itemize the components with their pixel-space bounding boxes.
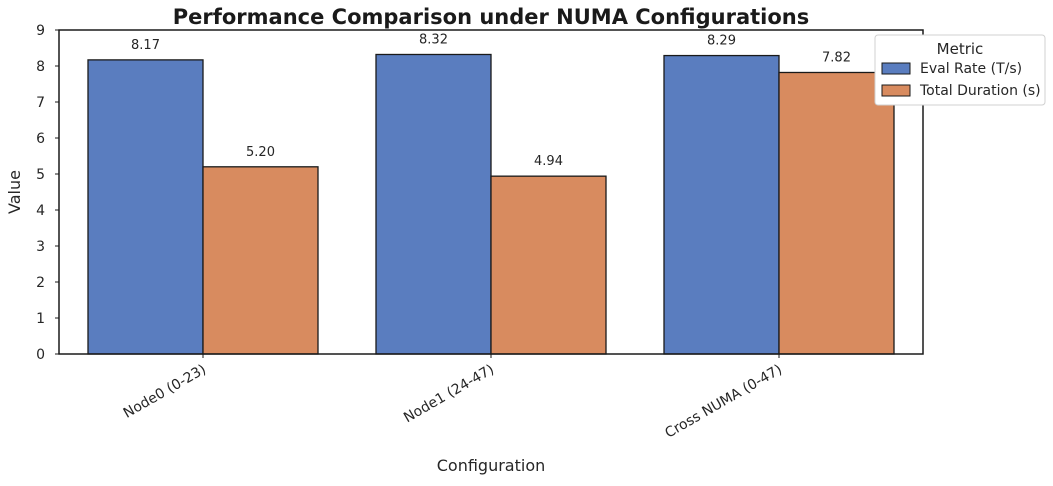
legend-label-total-duration: Total Duration (s) [919, 83, 1041, 99]
y-tick-label: 6 [36, 131, 45, 147]
legend-swatch-eval-rate [881, 62, 911, 75]
y-axis-label: Value [5, 170, 24, 214]
x-axis-label: Configuration [437, 456, 546, 475]
y-tick-label: 7 [36, 95, 45, 111]
data-label-eval-rate-t-s-node0-0-23: 8.17 [131, 38, 160, 53]
y-axis-ticks: 0 1 2 3 4 5 6 7 8 9 [36, 23, 59, 363]
x-axis-ticks: Node0 (0-23) Node1 (24-47) Cross NUMA (0-4… [121, 354, 785, 442]
bar-total-duration-s-cross-numa-0-47 [778, 71, 895, 355]
y-tick-label: 5 [36, 167, 45, 183]
data-labels-layer: 8.17 5.20 8.32 4.94 8.29 7.82 [131, 32, 851, 169]
y-tick-label: 1 [36, 311, 45, 327]
y-tick-label: 3 [36, 239, 45, 255]
bar-eval-rate-t-s-node0-0-23 [87, 59, 204, 355]
data-label-eval-rate-t-s-cross-numa-0-47: 8.29 [707, 34, 736, 49]
x-tick-label-node0-0-23: Node0 (0-23) [121, 362, 209, 422]
chart-title: Performance Comparison under NUMA Config… [173, 5, 810, 29]
y-tick-label: 4 [36, 203, 45, 219]
data-label-total-duration-s-cross-numa-0-47: 7.82 [822, 50, 851, 65]
data-label-total-duration-s-node0-0-23: 5.20 [246, 145, 275, 160]
bar-eval-rate-t-s-node1-24-47 [375, 53, 492, 355]
data-label-total-duration-s-node1-24-47: 4.94 [534, 154, 563, 169]
bar-total-duration-s-node1-24-47 [490, 175, 607, 355]
legend-label-eval-rate: Eval Rate (T/s) [920, 61, 1022, 77]
x-tick-label-node1-24-47: Node1 (24-47) [401, 362, 497, 427]
legend-title: Metric [937, 40, 984, 58]
data-label-eval-rate-t-s-node1-24-47: 8.32 [419, 32, 448, 47]
y-tick-label: 8 [36, 59, 45, 75]
bar-eval-rate-t-s-cross-numa-0-47 [663, 54, 780, 355]
y-tick-label: 9 [36, 23, 45, 39]
y-tick-label: 2 [36, 275, 45, 291]
legend: Metric Eval Rate (T/s) Total Duration (s… [874, 34, 1046, 106]
bars-layer [87, 53, 895, 355]
y-tick-label: 0 [36, 347, 45, 363]
bar-total-duration-s-node0-0-23 [202, 166, 319, 355]
legend-box [874, 34, 1046, 106]
x-tick-label-cross-numa-0-47: Cross NUMA (0-47) [662, 362, 785, 442]
legend-swatch-total-duration [881, 84, 911, 97]
